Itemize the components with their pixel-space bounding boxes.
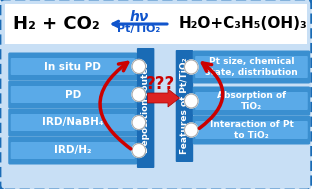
Text: ???: ??? (146, 75, 175, 93)
FancyBboxPatch shape (8, 81, 137, 108)
Circle shape (185, 123, 198, 137)
FancyBboxPatch shape (176, 50, 193, 162)
FancyBboxPatch shape (193, 115, 310, 145)
FancyArrowPatch shape (199, 63, 223, 128)
FancyBboxPatch shape (195, 92, 308, 110)
FancyBboxPatch shape (137, 48, 154, 168)
Circle shape (132, 88, 146, 101)
Text: Pt/TiO₂: Pt/TiO₂ (117, 24, 160, 34)
Circle shape (132, 115, 146, 129)
Polygon shape (5, 4, 307, 44)
Circle shape (185, 94, 198, 108)
Text: In situ PD: In situ PD (44, 61, 101, 71)
Polygon shape (148, 89, 180, 107)
Text: Deposition routes: Deposition routes (141, 63, 150, 153)
Text: Absorption of
TiO₂: Absorption of TiO₂ (217, 91, 286, 111)
FancyBboxPatch shape (193, 50, 310, 84)
FancyBboxPatch shape (11, 114, 135, 131)
FancyBboxPatch shape (11, 142, 135, 159)
Text: Interaction of Pt
to TiO₂: Interaction of Pt to TiO₂ (210, 120, 293, 140)
Text: Features of Pt/TiO₂: Features of Pt/TiO₂ (180, 58, 189, 154)
FancyBboxPatch shape (8, 53, 137, 81)
Text: Pt size, chemical
state, distribution: Pt size, chemical state, distribution (205, 57, 298, 77)
FancyBboxPatch shape (0, 0, 312, 189)
Text: PD: PD (65, 90, 81, 99)
Text: IRD/NaBH₄: IRD/NaBH₄ (42, 118, 103, 128)
FancyArrowPatch shape (100, 62, 131, 149)
FancyBboxPatch shape (8, 108, 137, 136)
Circle shape (132, 60, 146, 74)
FancyBboxPatch shape (193, 87, 310, 115)
FancyBboxPatch shape (11, 58, 135, 75)
Text: IRD/H₂: IRD/H₂ (54, 146, 91, 156)
FancyBboxPatch shape (8, 136, 137, 164)
Circle shape (185, 60, 198, 74)
Text: H₂O+C₃H₅(OH)₃: H₂O+C₃H₅(OH)₃ (178, 16, 307, 32)
Text: hν: hν (129, 10, 149, 24)
Circle shape (132, 143, 146, 157)
FancyBboxPatch shape (195, 121, 308, 139)
Text: H₂ + CO₂: H₂ + CO₂ (13, 15, 100, 33)
FancyBboxPatch shape (11, 86, 135, 103)
FancyBboxPatch shape (195, 56, 308, 78)
